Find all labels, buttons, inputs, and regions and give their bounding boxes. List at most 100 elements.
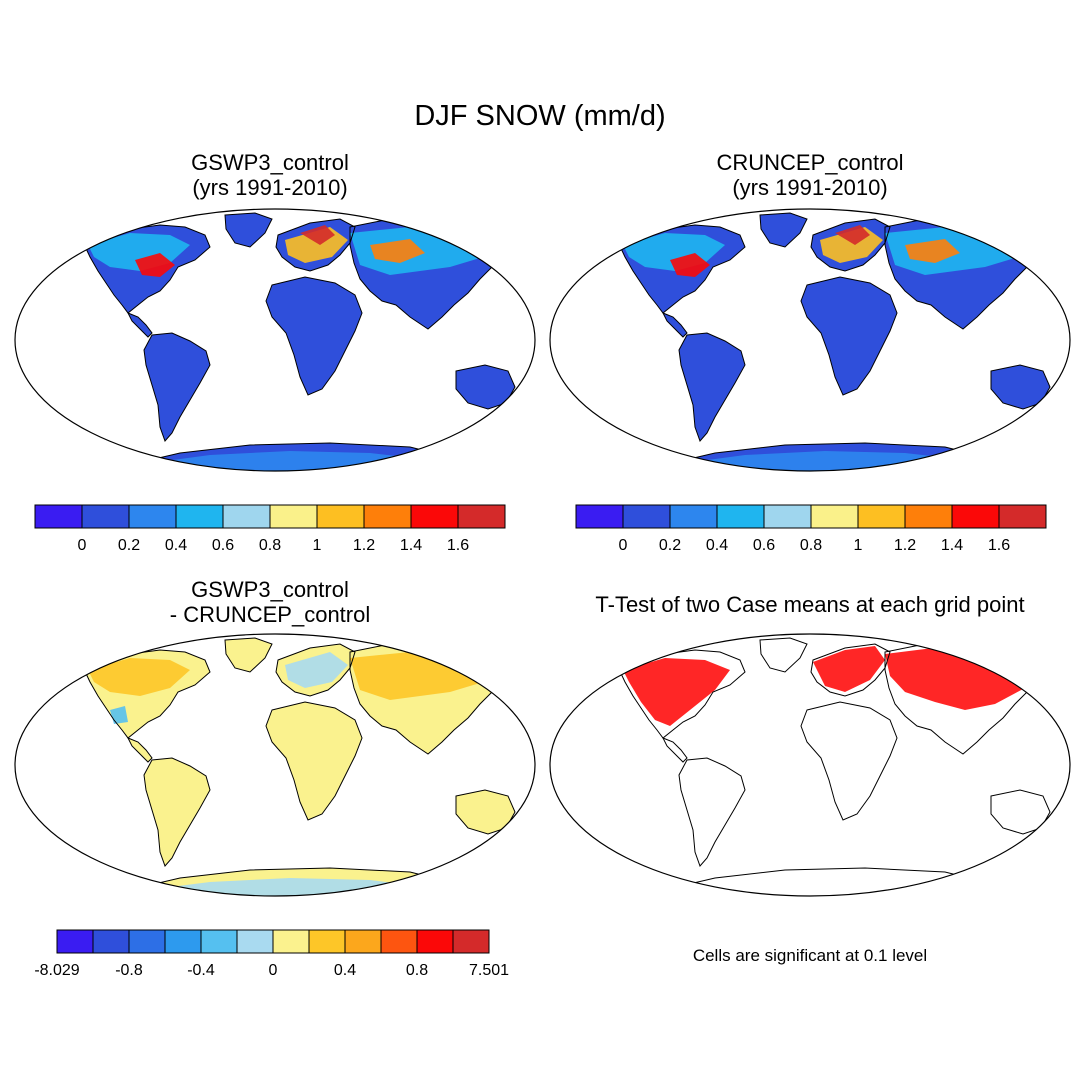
significance-note: Cells are significant at 0.1 level [692, 946, 928, 965]
colorbar-tick-label: 0 [619, 537, 628, 554]
snow-band-as-2 [905, 239, 960, 263]
colorbar-box-8 [344, 929, 382, 954]
land-south-america [144, 333, 210, 441]
colorbar-box-3 [716, 504, 765, 529]
land-greenland [225, 213, 272, 247]
colorbar-box-9 [380, 929, 418, 954]
colorbar-tick-label: 0.4 [334, 962, 356, 979]
snow-band-na-2 [135, 253, 175, 277]
colorbar-gswp3: 0 0.2 0.4 0.6 0.8 1 1.2 1.4 1.6 [34, 504, 506, 554]
colorbar-box-1 [81, 504, 130, 529]
colorbar-tick-label: 0.6 [212, 537, 234, 554]
colorbar-box-8 [951, 504, 1000, 529]
colorbar-tick-label: 0.6 [753, 537, 775, 554]
colorbar-box-2 [128, 504, 177, 529]
diff-band-na-2 [110, 706, 128, 724]
colorbar-tick-label: 1.4 [400, 537, 422, 554]
colorbar-box-3 [175, 504, 224, 529]
coastline-europe [810, 643, 891, 697]
coastline-greenland [224, 637, 273, 673]
colorbar-tick-label: 0.2 [659, 537, 681, 554]
colorbar-tick-label: 1.4 [941, 537, 963, 554]
colorbar-tick-label: 0 [269, 962, 278, 979]
land-central-america [663, 313, 687, 337]
colorbar-tick-label: 1 [854, 537, 863, 554]
colorbar-box-7 [308, 929, 346, 954]
coastline-south-america [143, 757, 211, 867]
panel-2-title: CRUNCEP_control (yrs 1991-2010) [660, 150, 960, 200]
coastline-central-america [661, 312, 688, 338]
figure-title: DJF SNOW (mm/d) [414, 100, 666, 132]
panel-3-title-line-1: GSWP3_control [191, 577, 349, 602]
colorbar-box-5 [269, 504, 318, 529]
colorbar-box-2 [669, 504, 718, 529]
colorbar-box-0 [56, 929, 94, 954]
colorbar-tick-label: 0.8 [406, 962, 428, 979]
colorbar-box-1 [92, 929, 130, 954]
coastline-north-america [616, 224, 746, 314]
coastline-north-america [81, 224, 211, 314]
significant-region-eu [813, 646, 885, 692]
panel-1-title-line-1: GSWP3_control [191, 150, 349, 175]
panel-1-title: GSWP3_control (yrs 1991-2010) [120, 150, 420, 200]
panel-3-title: GSWP3_control - CRUNCEP_control [120, 577, 420, 627]
panel-1-title-line-2: (yrs 1991-2010) [192, 175, 348, 200]
coastline-south-america [143, 332, 211, 442]
map-border [549, 208, 1071, 472]
coastline-africa [800, 276, 898, 396]
colorbar-tick-label: 1.6 [447, 537, 469, 554]
diff-band-na [88, 658, 190, 696]
snow-band-eu-2 [300, 225, 335, 245]
coastline-south-america [678, 757, 746, 867]
map-border [549, 633, 1071, 897]
colorbar-box-6 [857, 504, 906, 529]
coastline-north-america [81, 649, 211, 739]
significant-region-na [623, 658, 730, 726]
land-australia [456, 365, 515, 409]
coastline-central-america [661, 737, 688, 763]
map-panel-gswp3 [14, 208, 536, 472]
land-australia [456, 790, 515, 834]
colorbar-tick-label: 1.6 [988, 537, 1010, 554]
map-panel-difference [14, 633, 536, 897]
land-africa [801, 277, 897, 395]
diff-band-antarctica-2 [390, 884, 440, 896]
panel-2-title-line-1: CRUNCEP_control [716, 150, 904, 175]
colorbar-tick-label: 1.2 [353, 537, 375, 554]
colorbar-box-10 [416, 929, 454, 954]
colorbar-box-3 [164, 929, 202, 954]
coastline-africa [800, 701, 898, 821]
coastline-central-america [126, 737, 153, 763]
map-panel-cruncep [549, 208, 1071, 472]
map-panel-ttest [549, 633, 1071, 897]
colorbar-tick-label: 0.4 [706, 537, 728, 554]
colorbar-box-1 [622, 504, 671, 529]
land-south-america [144, 758, 210, 866]
colorbar-tick-label: 0 [78, 537, 87, 554]
colorbar-difference: -8.029 -0.8 -0.4 0 0.4 0.8 7.501 [34, 929, 509, 979]
colorbar-box-4 [200, 929, 238, 954]
coastline-central-america [126, 312, 153, 338]
coastline-europe [810, 218, 891, 272]
colorbar-box-6 [316, 504, 365, 529]
land-central-america [128, 738, 152, 762]
colorbar-box-0 [575, 504, 624, 529]
colorbar-box-11 [452, 929, 490, 954]
map-border [14, 633, 536, 897]
land-central-america [128, 313, 152, 337]
land-south-america [679, 333, 745, 441]
land-australia [991, 365, 1050, 409]
coastline-north-america [616, 649, 746, 739]
land-africa [266, 277, 362, 395]
colorbar-tick-label: 7.501 [469, 962, 509, 979]
coastline-greenland [224, 212, 273, 248]
colorbar-box-4 [222, 504, 271, 529]
coastline-europe [275, 218, 356, 272]
land-greenland [760, 213, 807, 247]
land-africa [266, 702, 362, 820]
colorbar-box-6 [272, 929, 310, 954]
colorbar-cruncep: 0 0.2 0.4 0.6 0.8 1 1.2 1.4 1.6 [575, 504, 1047, 554]
colorbar-box-9 [998, 504, 1047, 529]
colorbar-box-5 [236, 929, 274, 954]
